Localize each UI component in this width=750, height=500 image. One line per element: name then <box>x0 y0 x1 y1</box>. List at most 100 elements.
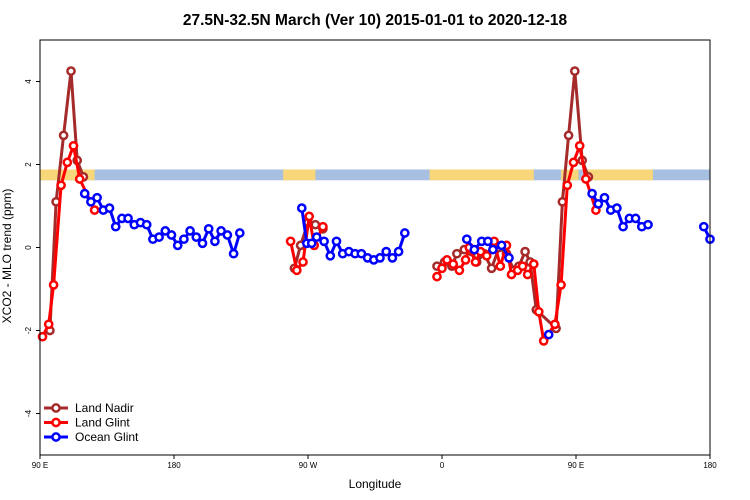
data-point <box>141 219 152 230</box>
x-tick-label: 180 <box>167 461 181 470</box>
data-point <box>504 253 514 263</box>
data-point <box>92 192 102 203</box>
legend-label: Land Glint <box>75 416 130 430</box>
data-point <box>538 336 549 346</box>
data-point <box>104 203 115 213</box>
data-point <box>56 180 66 191</box>
data-point <box>298 257 308 267</box>
map-land-segment <box>40 169 95 181</box>
data-point <box>331 236 342 247</box>
legend-marker <box>51 417 61 428</box>
data-point <box>185 226 195 236</box>
y-tick-label: 0 <box>24 245 33 250</box>
data-point <box>48 280 59 290</box>
y-axis: -4 -2 0 2 4 <box>24 79 40 417</box>
data-point <box>74 174 85 184</box>
data-point <box>461 234 472 245</box>
data-point <box>310 219 321 230</box>
data-point <box>43 319 54 330</box>
data-point <box>62 157 73 168</box>
x-tick-label: 90 W <box>299 461 318 470</box>
data-point <box>399 228 410 238</box>
data-point <box>325 250 336 261</box>
data-point <box>291 265 302 276</box>
data-point <box>160 226 171 236</box>
series-line <box>41 144 96 338</box>
data-point <box>454 265 465 276</box>
data-point <box>470 257 481 267</box>
x-axis: 90 E 180 90 W 0 90 E 180 <box>32 455 717 470</box>
map-land-segment <box>429 169 534 181</box>
x-tick-label: 0 <box>440 461 445 470</box>
y-axis-label: XCO2 - MLO trend (ppm) <box>0 189 14 324</box>
data-point <box>375 253 385 263</box>
y-tick-label: 2 <box>24 162 33 167</box>
data-point <box>296 203 307 213</box>
data-point <box>79 188 90 199</box>
data-point <box>574 140 585 151</box>
data-point <box>356 248 367 259</box>
data-point <box>86 196 96 207</box>
series-land-nadir <box>45 66 594 336</box>
data-point <box>387 253 398 263</box>
data-point <box>89 205 100 215</box>
data-point <box>488 244 498 255</box>
data-point <box>381 246 392 257</box>
data-point <box>179 234 189 245</box>
data-point <box>460 255 471 265</box>
data-point <box>599 192 610 203</box>
y-tick-label: -4 <box>24 409 33 417</box>
data-point <box>234 228 245 238</box>
data-point <box>486 263 497 274</box>
data-point <box>304 211 315 222</box>
data-point <box>550 319 560 330</box>
data-point <box>66 66 76 76</box>
data-point <box>154 232 164 242</box>
data-point <box>643 219 653 230</box>
data-point <box>123 213 133 224</box>
series-ocean-glint <box>79 188 715 340</box>
data-point <box>172 240 183 251</box>
data-point <box>495 261 506 272</box>
data-point <box>543 329 554 340</box>
data-point <box>285 236 296 247</box>
data-point <box>522 269 533 280</box>
x-axis-label: Longitude <box>349 477 402 491</box>
data-point <box>630 213 641 224</box>
data-point <box>110 221 121 232</box>
data-point <box>569 66 580 76</box>
data-point <box>568 157 579 168</box>
data-point <box>563 130 574 141</box>
data-point <box>612 203 622 213</box>
data-point <box>517 261 528 272</box>
data-point <box>319 236 329 247</box>
data-point <box>393 246 404 257</box>
data-point <box>318 221 328 232</box>
data-point <box>483 236 493 247</box>
series-layer <box>37 66 715 346</box>
data-point <box>197 238 208 249</box>
data-point <box>562 180 573 191</box>
data-point <box>210 236 220 247</box>
x-tick-label: 90 E <box>32 461 48 470</box>
data-point <box>520 246 530 257</box>
map-ocean-band <box>40 169 710 181</box>
data-point <box>698 221 709 232</box>
data-point <box>618 221 628 232</box>
map-land-segment <box>283 169 316 181</box>
legend-label: Ocean Glint <box>75 430 139 444</box>
x-tick-label: 180 <box>703 461 717 470</box>
data-point <box>448 259 459 269</box>
data-point <box>581 174 591 184</box>
data-point <box>452 248 462 259</box>
data-point <box>593 199 604 209</box>
data-point <box>68 140 79 151</box>
data-point <box>37 331 48 342</box>
world-map-strip <box>40 169 710 181</box>
data-point <box>506 269 517 280</box>
y-tick-label: -2 <box>24 326 33 334</box>
data-point <box>533 306 544 317</box>
data-point <box>222 230 233 240</box>
plot-frame <box>39 39 711 456</box>
